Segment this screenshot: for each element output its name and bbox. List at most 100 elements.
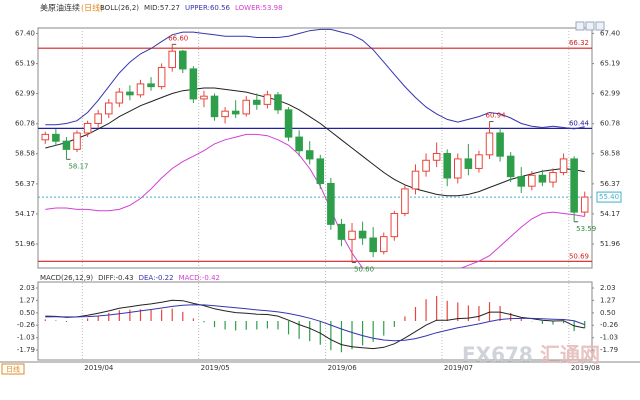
x-tick-label: 2019/06: [328, 364, 358, 372]
candle-body: [179, 50, 187, 70]
y2-tick-label: 58.58: [600, 150, 620, 158]
candle-body: [432, 152, 441, 161]
level-label: 50.69: [569, 252, 589, 260]
boll-line: [45, 28, 585, 130]
legend-item: MACD:-0.42: [179, 274, 220, 282]
candle-body: [559, 158, 568, 174]
candle-body: [390, 212, 399, 238]
candle-body: [231, 110, 240, 115]
candle-body: [200, 95, 208, 100]
candle-body: [242, 99, 251, 115]
y-tick-label: 58.58: [15, 150, 35, 158]
zoom-out-button[interactable]: [585, 21, 595, 31]
candle-body: [496, 132, 504, 157]
boll-line: [45, 87, 585, 197]
zoom-in-button[interactable]: [575, 21, 585, 31]
candle-body: [348, 230, 356, 240]
candle-body: [147, 83, 155, 88]
y2-tick-label: -1.03: [600, 334, 618, 342]
candle-body: [126, 91, 134, 96]
candle-body: [62, 140, 71, 150]
candle-body: [549, 172, 557, 183]
period-button-label[interactable]: 日线: [6, 365, 20, 374]
candle-body: [157, 67, 166, 88]
y-tick-label: 62.99: [15, 90, 35, 98]
period-button[interactable]: [1, 363, 25, 375]
candle-body: [517, 176, 526, 187]
legend-item: MID:57.27: [144, 4, 180, 12]
y-tick-label: -1.03: [17, 334, 35, 342]
y-tick-label: 2.03: [19, 284, 35, 292]
x-tick-label: 2019/04: [84, 364, 114, 372]
y2-tick-label: 56.37: [600, 180, 620, 188]
y2-tick-label: 54.17: [600, 210, 620, 218]
candle-body: [570, 158, 578, 213]
candle-body: [422, 159, 430, 172]
price-frame: [37, 27, 593, 269]
candle-body: [189, 68, 198, 100]
candle-body: [443, 152, 451, 179]
y-tick-label: 60.78: [15, 120, 35, 128]
candle-body: [263, 94, 272, 105]
legend-item: LOWER:53.98: [235, 4, 283, 12]
candle-body: [295, 136, 303, 152]
level-label: 60.44: [569, 119, 590, 127]
legend-item: DEA:-0.22: [139, 274, 174, 282]
candle-body: [284, 109, 293, 138]
watermark: FX678: [462, 343, 533, 367]
level-label: 66.32: [569, 39, 589, 47]
candle-body: [528, 174, 536, 187]
candle-body: [379, 236, 388, 253]
price-plot: [38, 28, 592, 268]
x-tick-label: 2019/05: [201, 364, 230, 372]
candle-body: [104, 102, 113, 115]
macd-plot: [44, 295, 586, 353]
y2-tick-label: 65.19: [600, 60, 620, 68]
annotation-label: 66.60: [168, 34, 188, 42]
legend-item: UPPER:60.56: [185, 4, 231, 12]
title: 美原油连续: [40, 3, 80, 13]
candle-body: [221, 110, 229, 118]
reset-button[interactable]: [595, 21, 605, 31]
candle-body: [73, 132, 81, 150]
candle-body: [253, 99, 261, 105]
y-tick-label: 65.19: [15, 60, 35, 68]
y-tick-label: 54.17: [15, 210, 35, 218]
candle-body: [94, 113, 102, 124]
candle-body: [506, 155, 515, 178]
candle-body: [52, 133, 60, 142]
y2-tick-label: -1.79: [600, 346, 618, 354]
candle-body: [274, 94, 282, 111]
y-tick-label: 51.96: [15, 240, 36, 248]
candle-body: [337, 223, 346, 240]
y2-tick-label: 62.99: [600, 90, 620, 98]
y-tick-label: 56.37: [15, 180, 35, 188]
candle-body: [41, 133, 50, 141]
macd-frame: [37, 281, 593, 361]
annotation-label: 60.94: [486, 112, 507, 120]
candle-body: [454, 158, 462, 179]
y2-tick-label: -0.26: [600, 321, 619, 329]
current-price-box: [596, 191, 622, 203]
current-price-label: 55.40: [599, 193, 619, 201]
legend-item: DIFF:-0.43: [98, 274, 133, 282]
dea-line: [45, 304, 585, 342]
x-tick-label: 2019/07: [444, 364, 473, 372]
candle-body: [316, 158, 325, 184]
y-tick-label: -0.26: [17, 321, 36, 329]
annotation-label: 53.59: [576, 225, 596, 233]
annotation-label: 50.60: [354, 266, 374, 274]
candle-body: [475, 154, 483, 169]
watermark: 汇通网: [540, 343, 600, 367]
legend-item: BOLL(26,2): [100, 4, 139, 12]
candle-body: [115, 91, 124, 104]
annotation-label: 58.17: [68, 162, 88, 170]
candle-body: [83, 122, 92, 134]
y-tick-label: 1.27: [19, 296, 35, 304]
y2-tick-label: 0.50: [600, 309, 616, 317]
candle-body: [411, 170, 420, 190]
candle-body: [485, 132, 494, 156]
y2-tick-label: 2.03: [600, 284, 616, 292]
period: (日线): [81, 3, 103, 13]
y-tick-label: -1.79: [17, 346, 35, 354]
